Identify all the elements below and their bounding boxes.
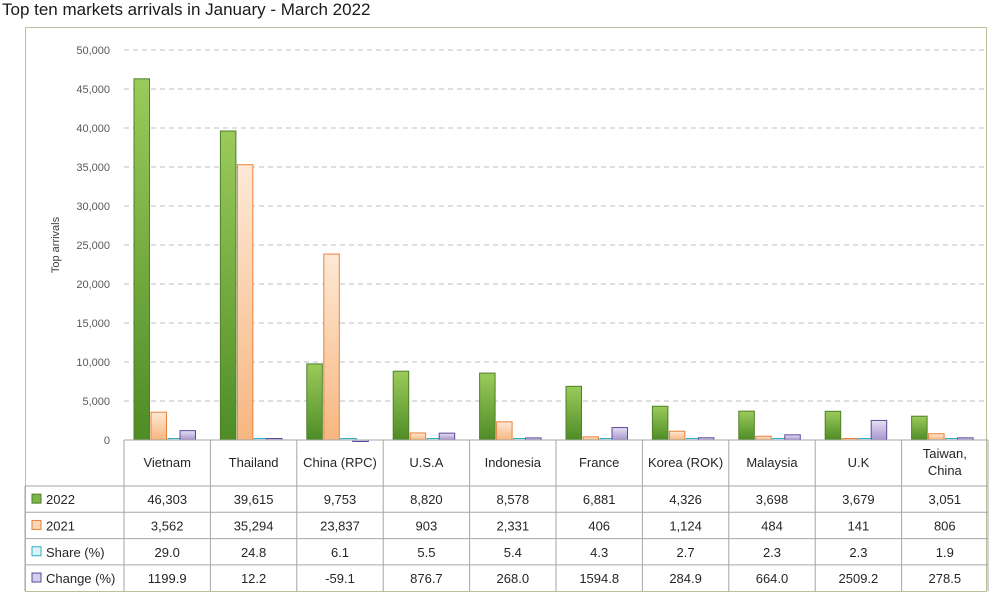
bar-2021-malaysia: [755, 435, 772, 441]
data-label: 2.3: [763, 545, 781, 560]
data-label: 2.7: [677, 545, 695, 560]
chart-title: Top ten markets arrivals in January - Ma…: [2, 0, 371, 19]
legend-label-2022: 2022: [46, 492, 75, 507]
bar-2022-indonesia: [479, 372, 496, 441]
data-label: 278.5: [929, 571, 962, 586]
data-label: 1594.8: [579, 571, 619, 586]
bar-2021-taiwan-china: [928, 433, 945, 441]
y-tick-label: 20,000: [76, 279, 110, 291]
y-tick-label: 40,000: [76, 123, 110, 135]
bar-2022-vietnam: [133, 78, 150, 441]
legend-label-2021: 2021: [46, 518, 75, 533]
data-label: 23,837: [320, 518, 360, 533]
bar-2022-france: [565, 385, 582, 441]
x-tick-label: France: [579, 455, 619, 470]
data-label: 3,698: [756, 492, 789, 507]
data-label: 5.4: [504, 545, 522, 560]
x-tick-label: Vietnam: [143, 455, 190, 470]
x-tick-label: China: [928, 463, 963, 478]
y-tick-label: 30,000: [76, 201, 110, 213]
data-label: -59.1: [325, 571, 355, 586]
bar-change-france: [611, 427, 628, 441]
data-label: 4.3: [590, 545, 608, 560]
x-tick-label: Thailand: [229, 455, 279, 470]
bar-2021-china-rpc: [323, 253, 340, 441]
legend-key-share: [31, 546, 42, 557]
data-label: 2,331: [497, 518, 530, 533]
x-tick-label: Indonesia: [485, 455, 542, 470]
legend-key-2022: [31, 493, 42, 504]
legend-label-change: Change (%): [46, 571, 115, 586]
data-label: 29.0: [155, 545, 180, 560]
y-tick-label: 15,000: [76, 318, 110, 330]
data-label: 876.7: [410, 571, 443, 586]
data-label: 9,753: [324, 492, 357, 507]
data-label: 2.3: [849, 545, 867, 560]
data-label: 6,881: [583, 492, 616, 507]
bar-2022-china-rpc: [306, 363, 323, 441]
bar-2022-malaysia: [738, 410, 755, 441]
data-label: 268.0: [497, 571, 530, 586]
bar-2021-indonesia: [496, 421, 513, 441]
x-tick-label: Korea (ROK): [648, 455, 723, 470]
legend-key-2021: [31, 519, 42, 530]
bar-2022-u-k: [824, 410, 842, 441]
data-label: 24.8: [241, 545, 266, 560]
data-label: 1,124: [669, 518, 702, 533]
data-label: 4,326: [669, 492, 702, 507]
legend-label-share: Share (%): [46, 545, 105, 560]
bar-change-vietnam: [179, 430, 196, 441]
y-tick-label: 5,000: [82, 396, 110, 408]
bar-change-malaysia: [784, 434, 801, 441]
bar-2022-u-s-a: [392, 370, 410, 441]
x-tick-label: U.K: [848, 455, 870, 470]
chart-frame: [25, 27, 987, 592]
x-tick-label: Taiwan,: [923, 446, 967, 461]
bar-change-u-s-a: [438, 432, 456, 441]
data-label: 806: [934, 518, 956, 533]
bar-2021-thailand: [236, 164, 254, 441]
data-label: 35,294: [234, 518, 274, 533]
bar-2021-korea-rok: [668, 430, 686, 441]
data-label: 1199.9: [148, 571, 187, 586]
data-label: 484: [761, 518, 783, 533]
data-label: 664.0: [756, 571, 789, 586]
bar-2022-taiwan-china: [911, 415, 928, 441]
data-label: 39,615: [234, 492, 274, 507]
legend-key-change: [31, 572, 42, 583]
data-label: 12.2: [241, 571, 266, 586]
data-label: 3,679: [842, 492, 875, 507]
data-label: 284.9: [669, 571, 702, 586]
y-tick-label: 25,000: [76, 240, 110, 252]
data-label: 8,578: [497, 492, 530, 507]
y-tick-label: 35,000: [76, 162, 110, 174]
data-label: 3,562: [151, 518, 184, 533]
bar-change-u-k: [870, 419, 888, 441]
bar-2022-thailand: [219, 130, 237, 441]
y-axis-label: Top arrivals: [50, 216, 62, 273]
data-label: 2509.2: [839, 571, 879, 586]
data-label: 903: [416, 518, 438, 533]
bar-2022-korea-rok: [651, 405, 669, 441]
x-tick-label: China (RPC): [303, 455, 377, 470]
data-label: 141: [848, 518, 870, 533]
x-tick-label: U.S.A: [409, 455, 443, 470]
data-label: 1.9: [936, 545, 954, 560]
bar-2021-u-s-a: [409, 432, 427, 441]
data-label: 406: [588, 518, 610, 533]
data-label: 6.1: [331, 545, 349, 560]
data-label: 8,820: [410, 492, 443, 507]
y-tick-label: 45,000: [76, 84, 110, 96]
x-tick-label: Malaysia: [746, 455, 798, 470]
data-label: 46,303: [147, 492, 187, 507]
y-tick-label: 50,000: [76, 45, 110, 57]
y-tick-label: 10,000: [76, 357, 110, 369]
data-label: 5.5: [417, 545, 435, 560]
bar-2021-vietnam: [150, 411, 167, 441]
y-tick-label: 0: [104, 435, 110, 447]
data-label: 3,051: [929, 492, 962, 507]
